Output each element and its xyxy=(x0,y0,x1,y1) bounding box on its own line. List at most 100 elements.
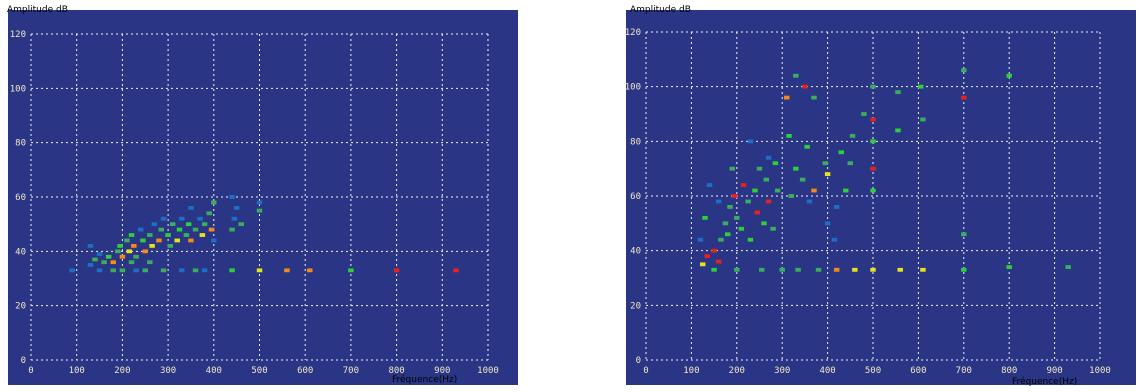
heat-cell xyxy=(718,237,724,242)
heat-cell xyxy=(870,188,876,193)
x-tick-label: 700 xyxy=(343,366,359,376)
heat-cell xyxy=(795,267,801,272)
heat-cell xyxy=(197,216,203,221)
heat-cell xyxy=(167,243,174,248)
heat-cell xyxy=(142,249,148,254)
heat-cell xyxy=(128,233,135,237)
y-tick-label: 100 xyxy=(10,84,26,94)
grid xyxy=(645,31,1101,361)
heat-cell xyxy=(740,183,747,187)
heat-cell xyxy=(793,166,799,171)
heat-cell xyxy=(852,267,858,272)
heat-cell xyxy=(231,216,238,221)
heat-cell xyxy=(811,188,817,193)
heat-cell xyxy=(174,238,180,243)
heat-cell xyxy=(453,268,459,273)
heat-cell xyxy=(1006,73,1012,78)
x-tick-label: 800 xyxy=(388,366,404,376)
heat-cell xyxy=(779,267,785,272)
heat-cell xyxy=(824,221,831,226)
plot-background xyxy=(626,10,1136,385)
heat-cell xyxy=(192,227,199,232)
y-tick-label: 20 xyxy=(630,301,641,311)
x-tick-label: 600 xyxy=(297,366,313,376)
heat-cell xyxy=(142,268,148,273)
heat-cell xyxy=(831,237,838,242)
x-tick-label: 800 xyxy=(1001,366,1017,376)
x-tick-label: 900 xyxy=(1046,366,1062,376)
heat-cell xyxy=(870,117,876,122)
heat-cell xyxy=(870,166,876,171)
heat-cell xyxy=(147,260,153,265)
heat-cell xyxy=(833,267,840,272)
heat-cell xyxy=(1065,265,1071,269)
heat-cell xyxy=(824,172,831,177)
heat-cell xyxy=(849,133,856,138)
heat-cell xyxy=(393,268,400,273)
heat-cell xyxy=(961,267,967,272)
heat-cell xyxy=(897,267,903,272)
heat-cell xyxy=(87,243,94,248)
heat-cell xyxy=(176,227,183,232)
heat-cell xyxy=(756,166,763,171)
grid xyxy=(30,33,489,361)
heat-cell xyxy=(738,226,745,231)
x-tick-label: 200 xyxy=(114,366,130,376)
heat-cell xyxy=(199,233,206,237)
heat-cell xyxy=(256,208,263,213)
heat-cell xyxy=(784,95,790,100)
heat-cell xyxy=(110,260,117,265)
heat-cell xyxy=(140,238,146,243)
chart-panel-left: 0 100 200 300 400 500 600 700 800 900 1000 120 100 80… xyxy=(0,0,520,392)
chart-left-svg: 0 100 200 300 400 500 600 700 800 900 100012010080… xyxy=(7,5,518,385)
heat-cell xyxy=(920,117,926,122)
heat-cell xyxy=(961,68,967,73)
heat-cell xyxy=(211,200,217,205)
heat-cell xyxy=(179,216,185,221)
heat-cells xyxy=(69,195,459,273)
heat-cell xyxy=(256,200,263,205)
heat-cell xyxy=(115,249,121,254)
heat-cell xyxy=(715,259,722,264)
heat-cell xyxy=(786,133,792,138)
y-tick-label: 40 xyxy=(630,247,641,257)
y-tick-label: 80 xyxy=(15,139,26,149)
heat-cell xyxy=(149,243,155,248)
y-tick-label: 60 xyxy=(630,192,641,202)
x-tick-label: 500 xyxy=(251,366,267,376)
heat-cell xyxy=(747,139,754,144)
y-tick-label: 0 xyxy=(21,356,26,366)
heat-cell xyxy=(774,188,781,193)
heat-cell xyxy=(847,161,854,166)
y-tick-label: 60 xyxy=(15,193,26,203)
heat-cell xyxy=(131,243,137,248)
heat-cell xyxy=(206,211,212,216)
heat-cell xyxy=(147,233,153,237)
y-tick-label: 120 xyxy=(10,30,26,40)
y-tick-label: 0 xyxy=(636,356,641,366)
heat-cell xyxy=(1006,265,1012,269)
y-tick-label: 120 xyxy=(625,28,641,38)
heat-cell xyxy=(861,112,867,116)
heat-cell xyxy=(87,263,94,267)
heat-cell xyxy=(105,254,112,259)
heat-cell xyxy=(770,226,776,231)
heat-cell xyxy=(870,139,876,144)
heat-cell xyxy=(772,161,779,166)
heat-cell xyxy=(119,254,126,259)
heat-cell xyxy=(961,232,967,237)
x-axis-title: Fréquence(Hz) xyxy=(392,374,457,385)
axis-labels: 0 100 200 300 400 500 600 700 800 900 100012010080… xyxy=(625,28,1111,376)
heat-cell xyxy=(137,227,144,232)
x-tick-label: 200 xyxy=(729,366,745,376)
heat-cell xyxy=(793,73,799,78)
x-tick-label: 1000 xyxy=(477,366,499,376)
heat-cell xyxy=(788,194,795,198)
heat-cell xyxy=(806,199,813,204)
heat-cell xyxy=(110,268,117,273)
heat-cell xyxy=(188,238,194,243)
heat-cell xyxy=(711,248,717,253)
heat-cell xyxy=(734,215,740,220)
y-tick-label: 100 xyxy=(625,83,641,93)
x-axis-title: Fréquence(Hz) xyxy=(1012,376,1077,387)
